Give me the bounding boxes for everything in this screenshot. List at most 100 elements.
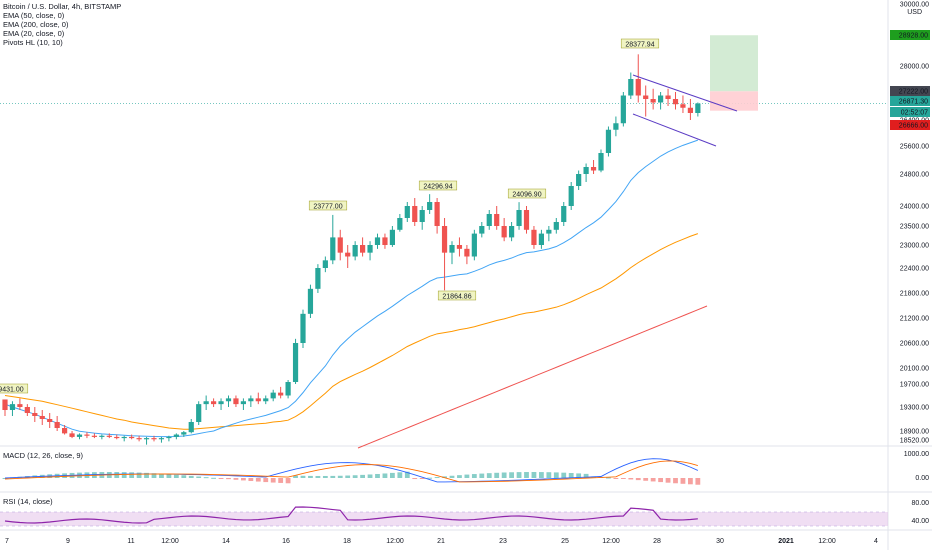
pivot-label-box	[308, 200, 348, 211]
macd-histogram-bar	[486, 473, 492, 478]
pivot-label: 28377.94	[625, 42, 654, 49]
price-tick: 21200.00	[900, 316, 929, 323]
candle-body	[412, 206, 418, 222]
candle-body	[680, 104, 686, 108]
macd-histogram-bar	[278, 478, 284, 483]
rsi-title[interactable]: RSI (14, close)	[3, 497, 53, 506]
pivot-label: 21864.86	[442, 294, 471, 301]
candle-body	[434, 202, 440, 226]
candle-body	[307, 288, 314, 314]
macd-histogram-bar	[516, 472, 522, 478]
indicator-ema200[interactable]: EMA (200, close, 0)	[3, 20, 69, 29]
candle-body	[62, 428, 68, 434]
candle-body	[121, 436, 127, 439]
candle-body	[203, 401, 209, 405]
price-tick: 28000.00	[900, 64, 929, 71]
candle-body	[494, 214, 500, 226]
candle-body	[278, 392, 284, 396]
candle-body	[9, 404, 16, 410]
macd-histogram-bar	[695, 478, 701, 485]
macd-histogram-bar	[151, 473, 157, 478]
indicator-ema50[interactable]: EMA (50, close, 0)	[3, 11, 65, 20]
macd-histogram-bar	[129, 472, 135, 478]
rsi-line	[4, 506, 698, 524]
macd-histogram-bar	[606, 477, 611, 479]
candle-body	[91, 435, 97, 437]
price-tick: 21800.00	[900, 291, 929, 298]
currency-label: USD	[907, 9, 922, 16]
pivot-label-box	[620, 38, 660, 49]
pivot-label-box	[507, 188, 547, 199]
candle-body	[270, 392, 276, 399]
macd-histogram-bar	[390, 472, 395, 478]
candle-body	[650, 99, 656, 103]
macd-tick: 0.00	[915, 475, 929, 482]
candle-body	[516, 210, 522, 226]
pivot-label: 23777.00	[313, 204, 342, 211]
macd-histogram-bar	[688, 478, 693, 485]
macd-histogram-bar	[285, 478, 291, 484]
time-tick: 11	[127, 538, 134, 545]
candle-body	[17, 404, 23, 407]
time-tick: 25	[561, 538, 569, 545]
candle-body	[501, 226, 507, 238]
macd-histogram-bar	[367, 474, 373, 478]
candle-body	[553, 222, 559, 230]
candle-body	[285, 382, 291, 396]
candle-body	[2, 399, 8, 410]
macd-histogram-bar	[375, 473, 380, 478]
candle-body	[136, 438, 142, 440]
candle-body	[143, 438, 150, 440]
price-badge-label: 02:52:07	[901, 110, 928, 117]
macd-histogram-bar	[203, 477, 209, 479]
macd-histogram-bar	[226, 478, 231, 480]
indicator-pivots[interactable]: Pivots HL (10, 10)	[3, 38, 63, 47]
macd-histogram-bar	[270, 478, 276, 483]
candle-body	[449, 245, 455, 253]
macd-histogram-bar	[553, 472, 559, 478]
candle-body	[598, 153, 604, 171]
macd-histogram-bar	[211, 477, 216, 479]
price-tick: 22400.00	[900, 266, 929, 273]
time-tick: 23	[499, 538, 507, 545]
price-tick: 23500.00	[900, 224, 929, 231]
macd-title[interactable]: MACD (12, 26, close, 9)	[3, 451, 84, 460]
macd-histogram-bar	[628, 478, 634, 480]
macd-histogram-bar	[568, 473, 574, 478]
candle-body	[352, 245, 358, 257]
macd-histogram-bar	[539, 472, 544, 478]
macd-histogram-bar	[658, 478, 663, 483]
candle-body	[255, 398, 261, 402]
candle-body	[538, 233, 544, 245]
time-tick: 12:00	[818, 538, 836, 545]
macd-histogram-bar	[196, 476, 202, 478]
time-tick: 9	[66, 538, 70, 545]
candle-body	[129, 436, 135, 439]
candle-body	[605, 129, 612, 153]
candle-body	[166, 436, 172, 439]
ema200-line	[357, 305, 708, 449]
price-tick: 23000.00	[900, 243, 929, 250]
macd-histogram-bar	[509, 472, 514, 478]
time-tick: 4	[874, 538, 878, 545]
candle-body	[590, 167, 597, 171]
macd-histogram-bar	[613, 478, 619, 479]
candle-body	[479, 226, 485, 234]
candle-body	[158, 438, 165, 440]
candle-body	[225, 398, 232, 402]
macd-histogram-bar	[263, 478, 269, 483]
indicator-ema20[interactable]: EMA (20, close, 0)	[3, 29, 65, 38]
candle-body	[218, 401, 224, 405]
candle-body	[330, 237, 336, 261]
macd-histogram-bar	[255, 478, 261, 482]
candle-body	[389, 229, 395, 245]
price-tick: 25600.00	[900, 144, 929, 151]
macd-histogram-bar	[501, 472, 507, 478]
candle-body	[509, 226, 515, 238]
candle-body	[456, 245, 463, 249]
candle-body	[635, 79, 641, 96]
candle-body	[248, 398, 254, 402]
macd-line	[4, 458, 699, 483]
candle-body	[568, 186, 574, 206]
